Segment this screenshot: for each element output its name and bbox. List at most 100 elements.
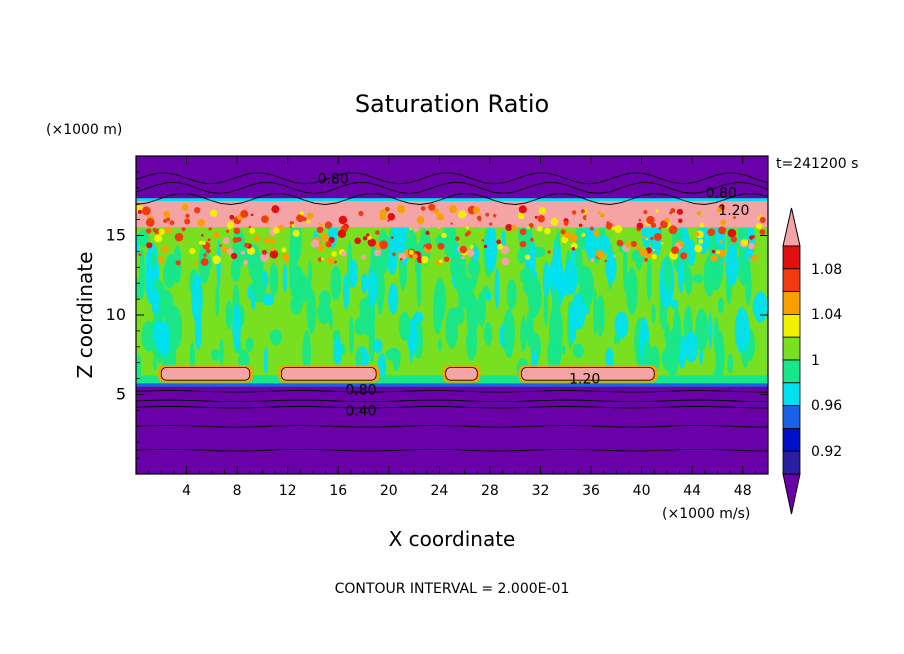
supersat-speckle (189, 247, 196, 255)
supersat-speckle (635, 245, 641, 251)
supersat-speckle (749, 235, 754, 240)
supersat-speckle (146, 242, 153, 249)
supersat-speckle (158, 228, 165, 235)
supersat-speckle (519, 228, 527, 236)
supersat-speckle (727, 228, 737, 238)
supersat-speckle (707, 228, 716, 237)
supersat-speckle (399, 257, 403, 261)
supersat-speckle (169, 220, 175, 226)
cloud-streak (593, 288, 598, 336)
supersat-speckle (233, 227, 241, 235)
cloud-streak (695, 308, 709, 352)
x-tick-label: 48 (734, 483, 752, 499)
supersat-speckle (493, 214, 497, 218)
supersat-speckle (408, 249, 414, 255)
supersat-speckle (679, 243, 683, 247)
cloud-streak (614, 311, 629, 339)
cloud-streak (466, 324, 478, 361)
cloud-streak (308, 260, 312, 291)
supersat-speckle (164, 226, 173, 234)
supersat-speckle (755, 222, 763, 230)
cloud-streak (215, 284, 220, 318)
contour-label: 0.80 (318, 171, 349, 187)
supersat-speckle (581, 232, 586, 238)
supersat-speckle (334, 260, 337, 264)
supersat-speckle (730, 236, 738, 243)
supersat-speckle (466, 249, 475, 257)
band-upper-edge (136, 198, 768, 202)
cloud-streak (398, 311, 411, 341)
cloud-streak (297, 274, 310, 304)
supersat-speckle (341, 251, 347, 257)
supersat-speckle (226, 229, 230, 233)
supersat-speckle (146, 228, 152, 234)
supersat-speckle (526, 225, 531, 230)
supersat-speckle (240, 250, 245, 255)
cloud-streak (605, 251, 617, 284)
cloud-streak (388, 283, 399, 315)
supersat-speckle (585, 215, 591, 221)
supersat-speckle (244, 242, 250, 248)
supersat-speckle (281, 247, 287, 253)
supersat-speckle (597, 211, 601, 215)
supersat-speckle (387, 219, 390, 222)
cloud-streak (230, 258, 241, 282)
cloud-streak (626, 267, 638, 316)
supersat-speckle (230, 252, 238, 260)
supersat-speckle (589, 226, 594, 231)
cloud-streak (153, 318, 166, 351)
supersat-speckle (485, 212, 490, 217)
supersat-speckle (401, 212, 408, 219)
supersat-speckle (710, 254, 718, 263)
supersat-speckle (694, 244, 703, 253)
cloud-streak (159, 287, 163, 324)
supersat-speckle (274, 261, 278, 265)
supersat-speckle (243, 260, 249, 265)
supersat-speckle (246, 246, 256, 255)
cloud-streak (502, 309, 515, 358)
cloud-streak (165, 254, 177, 280)
supersat-speckle (630, 240, 637, 248)
x-tick-label: 12 (279, 483, 297, 499)
supersat-speckle (161, 245, 169, 253)
supersat-speckle (537, 225, 543, 232)
supersat-speckle (310, 239, 320, 248)
contour-label: 1.20 (569, 372, 600, 388)
supersat-speckle (384, 206, 390, 212)
supersat-speckle (718, 239, 723, 244)
cloud-streak (596, 294, 605, 337)
supersat-speckle (390, 236, 394, 239)
supersat-speckle (450, 222, 453, 225)
cloud-streak (251, 296, 256, 311)
cloud-streak (635, 258, 643, 270)
supersat-speckle (560, 229, 566, 235)
cloud-streak (522, 282, 537, 294)
cloud-streak (579, 266, 594, 306)
cloud-streak (717, 298, 725, 314)
cloud-streak (462, 276, 474, 313)
x-tick-label: 32 (532, 483, 550, 499)
supersat-speckle (397, 205, 406, 214)
x-tick-label: 28 (481, 483, 499, 499)
supersat-speckle (425, 243, 432, 250)
supersat-speckle (270, 246, 275, 252)
supersat-speckle (459, 245, 467, 254)
supersat-speckle (625, 241, 632, 248)
cloud-streak (572, 343, 584, 359)
supersat-speckle (201, 240, 206, 245)
cloud-streak (354, 316, 366, 336)
supersat-speckle (676, 208, 684, 215)
supersat-speckle (497, 243, 504, 250)
cloud-streak (623, 240, 628, 293)
cloud-streak (263, 347, 269, 375)
colorbar-label: 1 (811, 353, 820, 369)
cloud-streak (569, 301, 577, 344)
supersat-speckle (253, 235, 260, 242)
x-tick-label: 8 (233, 483, 242, 499)
supersat-speckle (374, 249, 382, 257)
cloud-streak (368, 315, 376, 363)
cloud-streak (225, 300, 233, 330)
supersat-speckle (643, 210, 648, 215)
supersat-speckle (261, 215, 269, 224)
supersat-speckle (387, 212, 396, 221)
